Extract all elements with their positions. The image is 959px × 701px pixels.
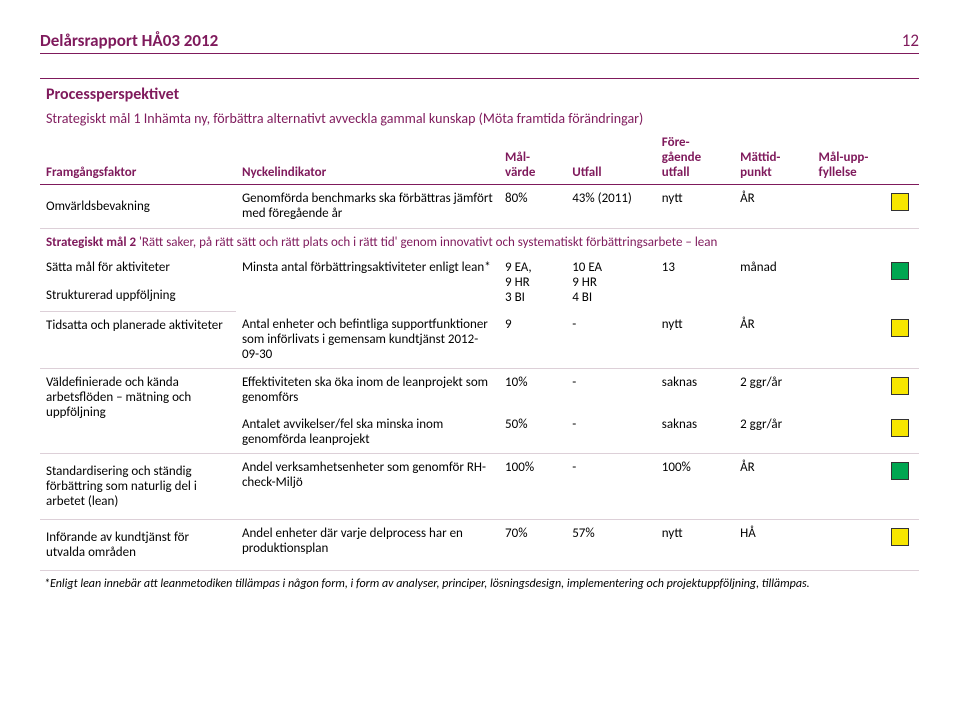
- r5-utfall: -: [566, 411, 656, 454]
- status-box: [891, 262, 909, 280]
- r5-mal: 50%: [499, 411, 566, 454]
- strat2-rest: 'Rätt saker, på rätt sätt och rätt plats…: [136, 235, 717, 250]
- col-malvarde: Mål-värde: [499, 131, 566, 185]
- r5-fore: saknas: [656, 411, 734, 454]
- r4-mal: 10%: [499, 369, 566, 412]
- col-maluppfyllelse: Mål-upp-fyllelse: [813, 131, 886, 185]
- section-title: Processperspektivet: [40, 79, 919, 107]
- r3-fore: nytt: [656, 311, 734, 369]
- r5-nyckel: Antalet avvikelser/fel ska minska inom g…: [236, 411, 499, 454]
- r2-mattid: månad: [734, 254, 812, 311]
- row1-mal: 80%: [499, 185, 566, 229]
- r2-nyckel: Minsta antal förbättringsaktiviteter enl…: [236, 254, 499, 311]
- r7-mattid: HÅ: [734, 520, 812, 571]
- page-header: Delårsrapport HÅ03 2012 12: [40, 30, 919, 54]
- r3-utfall: -: [566, 311, 656, 369]
- status-box: [891, 528, 909, 546]
- status-box: [891, 377, 909, 395]
- r4-utfall: -: [566, 369, 656, 412]
- page-number: 12: [902, 30, 919, 51]
- r7-utfall: 57%: [566, 520, 656, 571]
- r5-mattid: 2 ggr/år: [734, 411, 812, 454]
- strategic-goal-1: Strategiskt mål 1 Inhämta ny, förbättra …: [40, 106, 919, 131]
- r2-utfall: 10 EA 9 HR 4 BI: [566, 254, 656, 311]
- factor-a: Sätta mål för aktiviteter: [40, 254, 236, 282]
- perspective-table: Processperspektivet Strategiskt mål 1 In…: [40, 78, 919, 571]
- r6-mattid: ÅR: [734, 454, 812, 520]
- factor-c: Tidsatta och planerade aktiviteter: [40, 311, 236, 369]
- status-box: [891, 419, 909, 437]
- status-box: [891, 193, 909, 211]
- status-box: [891, 319, 909, 337]
- col-factor: Framgångsfaktor: [40, 131, 236, 185]
- col-status: [885, 131, 919, 185]
- doc-title: Delårsrapport HÅ03 2012: [40, 30, 218, 51]
- status-box: [891, 462, 909, 480]
- r7-mal: 70%: [499, 520, 566, 571]
- r2-mal: 9 EA, 9 HR 3 BI: [499, 254, 566, 311]
- factor-e: Standardisering och ständig förbättring …: [40, 454, 236, 520]
- row1-fore: nytt: [656, 185, 734, 229]
- r6-utfall: -: [566, 454, 656, 520]
- r6-nyckel: Andel verksamhetsenheter som genomför RH…: [236, 454, 499, 520]
- row1-mattid: ÅR: [734, 185, 812, 229]
- col-nyckel: Nyckelindikator: [236, 131, 499, 185]
- r7-fore: nytt: [656, 520, 734, 571]
- r4-nyckel: Effektiviteten ska öka inom de leanproje…: [236, 369, 499, 412]
- r2-fore: 13: [656, 254, 734, 311]
- row1-utfall: 43% (2011): [566, 185, 656, 229]
- r3-nyckel: Antal enheter och befintliga supportfunk…: [236, 311, 499, 369]
- r4-fore: saknas: [656, 369, 734, 412]
- footnote: *Enligt lean innebär att leanmetodiken t…: [40, 577, 919, 591]
- col-utfall: Utfall: [566, 131, 656, 185]
- col-mattidpunkt: Mättid-punkt: [734, 131, 812, 185]
- r6-fore: 100%: [656, 454, 734, 520]
- factor-f: Införande av kundtjänst för utvalda områ…: [40, 520, 236, 571]
- strat2-bold: Strategiskt mål 2: [46, 235, 136, 250]
- r7-nyckel: Andel enheter där varje delprocess har e…: [236, 520, 499, 571]
- strategic-goal-2: Strategiskt mål 2 'Rätt saker, på rätt s…: [40, 229, 919, 255]
- row1-factor: Omvärldsbevakning: [40, 185, 236, 229]
- r6-mal: 100%: [499, 454, 566, 520]
- row1-nyckel: Genomförda benchmarks ska förbättras jäm…: [236, 185, 499, 229]
- r4-mattid: 2 ggr/år: [734, 369, 812, 412]
- r3-mal: 9: [499, 311, 566, 369]
- factor-b: Strukturerad uppföljning: [40, 282, 236, 311]
- factor-d: Väldefinierade och kända arbetsflöden – …: [40, 369, 236, 454]
- r3-mattid: ÅR: [734, 311, 812, 369]
- col-foregaende: Före-gående utfall: [656, 131, 734, 185]
